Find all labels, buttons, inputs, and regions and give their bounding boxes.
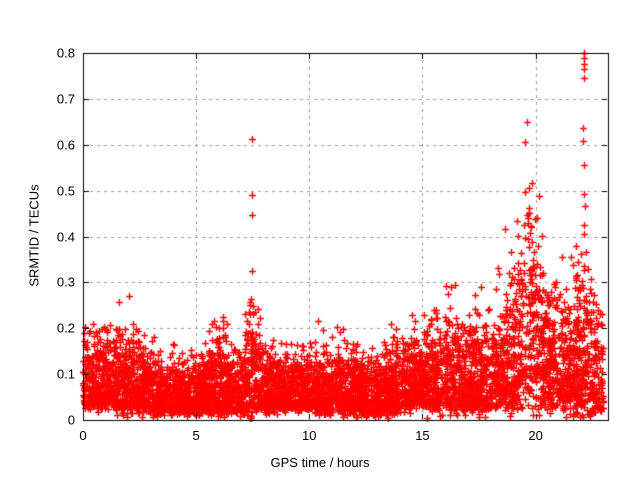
x-axis-tick-label: 10 — [302, 428, 317, 443]
x-axis-label: GPS time / hours — [270, 455, 370, 470]
y-axis-tick-label: 0.1 — [56, 366, 75, 382]
x-axis-tick-label: 5 — [192, 428, 200, 443]
y-axis-tick-label: 0.6 — [56, 137, 75, 153]
y-axis-tick-label: 0.8 — [56, 45, 75, 61]
y-axis-label: SRMTID / TECUs — [26, 184, 42, 287]
y-axis-tick-label: 0.3 — [56, 274, 75, 290]
y-axis-tick-label: 0.4 — [56, 229, 75, 244]
x-axis-tick-label: 15 — [415, 428, 430, 443]
y-axis-tick-label: 0 — [67, 412, 75, 428]
x-axis-tick-label: 0 — [79, 428, 87, 443]
y-axis-tick-label: 0.2 — [56, 320, 75, 336]
y-axis-tick-label: 0.7 — [56, 91, 75, 107]
x-axis-tick-label: 20 — [528, 428, 543, 443]
y-axis-tick-label: 0.5 — [56, 183, 75, 199]
